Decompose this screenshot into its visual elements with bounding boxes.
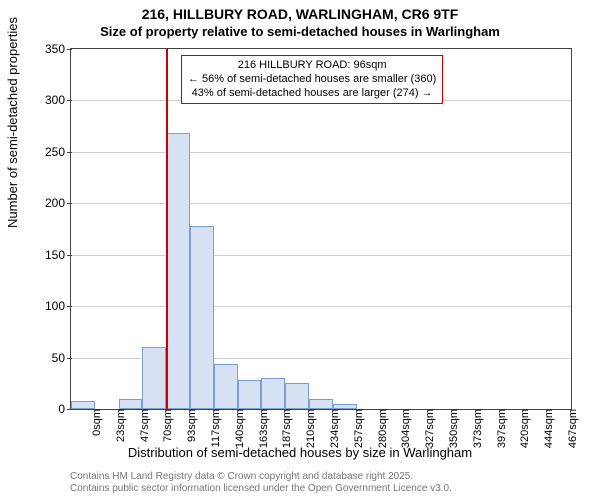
y-tick: 50 [25, 351, 71, 365]
y-tick: 350 [25, 42, 71, 56]
x-tick: 234sqm [325, 409, 341, 448]
chart-title-sub: Size of property relative to semi-detach… [0, 24, 600, 39]
histogram-bar [309, 399, 333, 409]
x-tick: 23sqm [111, 409, 127, 442]
x-tick: 70sqm [158, 409, 174, 442]
histogram-bar [119, 399, 143, 409]
attribution-line1: Contains HM Land Registry data © Crown c… [70, 471, 452, 483]
annotation-line3: 43% of semi-detached houses are larger (… [188, 87, 436, 101]
y-tick: 200 [25, 196, 71, 210]
histogram-bar [71, 401, 95, 409]
attribution-text: Contains HM Land Registry data © Crown c… [70, 471, 452, 495]
x-tick: 140sqm [230, 409, 246, 448]
gridline [71, 306, 571, 307]
x-tick: 327sqm [420, 409, 436, 448]
histogram-bar [166, 133, 190, 409]
x-tick: 47sqm [135, 409, 151, 442]
histogram-bar [285, 383, 309, 409]
gridline [71, 152, 571, 153]
x-tick: 210sqm [301, 409, 317, 448]
histogram-bar [261, 378, 285, 409]
x-tick: 117sqm [206, 409, 222, 447]
histogram-bar [214, 364, 238, 409]
annotation-line1: 216 HILLBURY ROAD: 96sqm [188, 59, 436, 73]
x-tick: 350sqm [444, 409, 460, 448]
x-tick: 304sqm [396, 409, 412, 448]
y-tick: 100 [25, 299, 71, 313]
x-tick: 93sqm [182, 409, 198, 442]
chart-title-main: 216, HILLBURY ROAD, WARLINGHAM, CR6 9TF [0, 6, 600, 22]
annotation-line2: ← 56% of semi-detached houses are smalle… [188, 73, 436, 87]
gridline [71, 203, 571, 204]
gridline [71, 255, 571, 256]
marker-line [166, 49, 168, 409]
x-tick: 467sqm [563, 409, 579, 448]
x-tick: 397sqm [492, 409, 508, 448]
x-tick: 187sqm [277, 409, 293, 448]
histogram-bar [190, 226, 214, 409]
x-tick: 0sqm [87, 409, 103, 436]
x-tick: 280sqm [373, 409, 389, 448]
plot-area: 216 HILLBURY ROAD: 96sqm ← 56% of semi-d… [70, 48, 572, 410]
x-tick: 163sqm [254, 409, 270, 448]
y-tick: 250 [25, 145, 71, 159]
histogram-bar [142, 347, 166, 409]
y-tick: 300 [25, 93, 71, 107]
y-tick: 0 [25, 402, 71, 416]
x-tick: 444sqm [539, 409, 555, 448]
y-axis-label: Number of semi-detached properties [5, 17, 20, 228]
histogram-bar [238, 380, 262, 409]
attribution-line2: Contains public sector information licen… [70, 483, 452, 495]
y-tick: 150 [25, 248, 71, 262]
x-tick: 373sqm [468, 409, 484, 448]
x-tick: 420sqm [515, 409, 531, 448]
histogram-bar [333, 404, 357, 409]
x-axis-label: Distribution of semi-detached houses by … [0, 445, 600, 460]
annotation-box: 216 HILLBURY ROAD: 96sqm ← 56% of semi-d… [181, 55, 443, 104]
x-tick: 257sqm [349, 409, 365, 448]
